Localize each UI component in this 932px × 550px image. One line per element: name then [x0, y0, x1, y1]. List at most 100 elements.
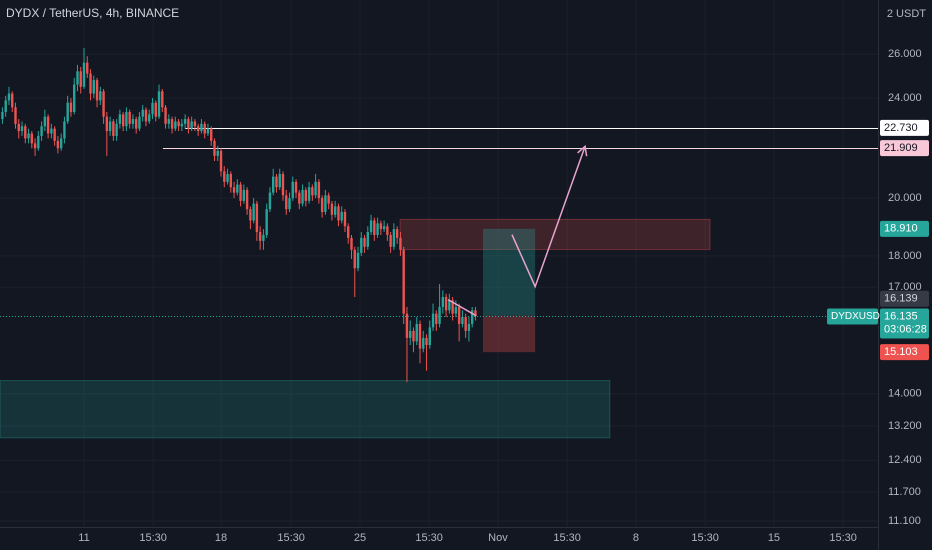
zone: [0, 380, 611, 439]
candle-body: [353, 249, 356, 269]
x-tick-label: 15:30: [139, 532, 167, 544]
x-tick-label: 11: [78, 532, 89, 544]
entry-label: 16.139: [884, 293, 918, 305]
candle-body: [307, 187, 311, 201]
candle-body: [317, 181, 321, 199]
candle-body: [108, 121, 112, 132]
candle-body: [170, 119, 174, 129]
candle-body: [105, 116, 109, 132]
candle-body: [112, 121, 115, 136]
candle-body: [448, 300, 451, 311]
y-tick-label: 17.000: [888, 281, 922, 293]
candle-body: [281, 173, 285, 196]
y-tick-label: 13.200: [888, 420, 922, 432]
current-price-label: 16.135: [884, 310, 918, 322]
position-loss: [482, 315, 536, 353]
candle-body: [20, 126, 24, 132]
candle-body: [330, 203, 334, 215]
y-tick-label: 20.000: [888, 192, 922, 204]
candle-body: [272, 176, 275, 193]
candle-body: [14, 107, 17, 124]
candle-body: [382, 226, 386, 230]
candle-body: [288, 198, 291, 210]
candle-body: [154, 102, 157, 117]
y-tick-label: 11.100: [888, 515, 921, 527]
y-tick-label: 18.000: [888, 250, 922, 262]
candle-body: [379, 223, 383, 230]
candle-body: [418, 323, 422, 349]
candle-body: [395, 229, 399, 238]
candle-body: [366, 232, 370, 247]
candle-body: [236, 184, 239, 193]
candle-body: [239, 184, 242, 201]
symbol-box: [827, 308, 878, 325]
candle-body: [389, 234, 392, 247]
candle-body: [30, 133, 34, 144]
candle-body: [324, 195, 327, 212]
x-tick-label: 15:30: [829, 532, 857, 544]
candle-body: [63, 121, 66, 139]
candle-body: [444, 297, 448, 311]
entry-label-box: [880, 290, 929, 307]
candle-body: [161, 91, 164, 108]
candle-body: [24, 126, 27, 139]
candle-body: [37, 135, 40, 149]
candle-body: [412, 330, 415, 342]
candle-body: [435, 313, 438, 324]
candle-body: [249, 209, 252, 221]
candle-body: [210, 128, 213, 141]
candle-body: [258, 232, 262, 241]
candle-body: [79, 71, 82, 87]
candle-body: [363, 237, 366, 247]
currency-label: 2 USDT: [887, 8, 926, 20]
candle-body: [405, 313, 409, 338]
candle-body: [86, 62, 89, 74]
position-profit: [482, 228, 536, 316]
candle-body: [422, 337, 425, 349]
candle-body: [40, 126, 43, 136]
candle-body: [131, 119, 135, 124]
x-tick-label: 15:30: [553, 532, 581, 544]
candle-body: [278, 173, 281, 188]
candle-body: [298, 192, 301, 204]
candle-body: [474, 310, 477, 316]
candles: [1, 47, 477, 383]
drawings: [0, 128, 878, 439]
x-tick-label: Nov: [488, 532, 508, 544]
candle-body: [245, 189, 249, 210]
x-tick-label: 15:30: [415, 532, 443, 544]
candle-body: [4, 100, 7, 112]
axes: 26.000 24.000 20.000 18.000 17.000 14.000 13.2…: [78, 48, 929, 544]
candle-body: [314, 181, 317, 196]
y-tick-label: 11.700: [888, 486, 921, 498]
candle-body: [376, 223, 379, 235]
candle-body: [167, 119, 171, 124]
candle-body: [216, 150, 219, 156]
stop-label-box: [880, 344, 929, 361]
candle-body: [66, 102, 69, 122]
candle-body: [441, 297, 445, 307]
stop-label: 15.103: [884, 346, 918, 358]
candle-body: [291, 181, 294, 199]
candle-body: [304, 189, 308, 201]
candle-body: [50, 128, 53, 134]
candle-body: [95, 80, 99, 101]
candle-body: [11, 93, 14, 108]
candle-body: [356, 252, 360, 269]
candle-body: [200, 123, 203, 132]
candle-body: [425, 337, 428, 346]
hline-label: 22.730: [884, 122, 918, 134]
candle-body: [457, 306, 461, 324]
candle-body: [311, 187, 314, 196]
candle-body: [255, 203, 259, 233]
candle-body: [128, 111, 131, 124]
candle-body: [177, 121, 180, 127]
x-tick-label: 18: [215, 532, 227, 544]
candle-body: [102, 91, 105, 117]
candle-body: [301, 189, 304, 204]
candle-body: [337, 206, 340, 221]
candle-body: [203, 123, 206, 134]
symbol-label: DYDXUSDT: [831, 311, 886, 322]
candle-body: [196, 126, 200, 132]
